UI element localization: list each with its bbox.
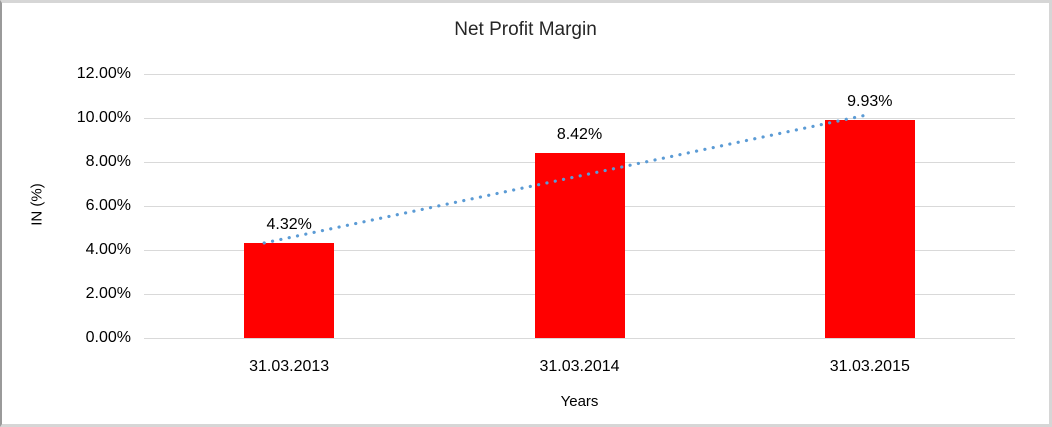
y-tick-label: 4.00% [85, 241, 131, 258]
bar-31.03.2014 [534, 152, 625, 338]
y-tick-label: 8.00% [85, 153, 131, 170]
bar-data-label: 9.93% [847, 92, 893, 110]
bar-data-label: 8.42% [556, 125, 603, 143]
bar-data-label: 4.32% [266, 215, 312, 233]
x-axis-line [144, 338, 1015, 339]
y-tick-label: 0.00% [85, 329, 131, 346]
y-axis-title: IN (%) [28, 183, 46, 226]
gridline [144, 74, 1015, 75]
x-tick-label: 31.03.2013 [249, 358, 330, 375]
y-tick-label: 10.00% [76, 109, 131, 126]
y-tick-label: 6.00% [85, 197, 131, 214]
x-tick-label: 31.03.2015 [829, 358, 910, 375]
chart-title: Net Profit Margin [454, 19, 597, 40]
bar-31.03.2015 [824, 119, 915, 338]
bar-31.03.2013 [244, 242, 335, 338]
x-axis-title: Years [560, 393, 599, 410]
plot-area [144, 74, 1015, 339]
y-tick-label: 12.00% [76, 65, 131, 82]
x-tick-label: 31.03.2014 [539, 358, 620, 375]
y-tick-label: 2.00% [85, 285, 131, 302]
